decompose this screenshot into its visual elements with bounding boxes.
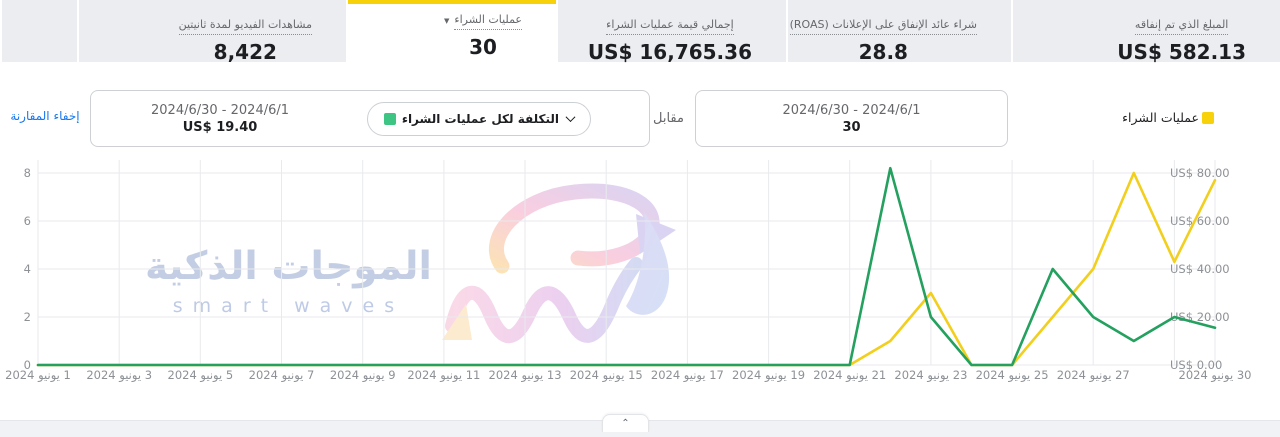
x-axis-tick-label: 27 يونيو 2024 [1056,368,1130,382]
svg-text:US$ 80.00: US$ 80.00 [1170,166,1230,180]
metric-value: 28.8 [858,40,908,64]
svg-text:US$ 60.00: US$ 60.00 [1170,214,1230,228]
metric-label: عمليات الشراء [454,13,522,30]
versus-label: مقابل [653,111,684,126]
metric-value: 30 [469,35,497,59]
x-axis-tick-label: 1 يونيو 2024 [5,368,71,382]
dropdown-label: التكلفة لكل عمليات الشراء [401,111,559,126]
x-axis-tick-label: 11 يونيو 2024 [407,368,481,382]
x-axis-tick-label: 15 يونيو 2024 [569,368,643,382]
metric-card-video-views-2s[interactable]: مشاهدات الفيديو لمدة ثانيتين 8,422 [79,0,346,64]
x-axis-tick-label: 17 يونيو 2024 [650,368,724,382]
metric-card-partial [2,0,77,62]
metric-card-roas[interactable]: شراء عائد الإنفاق على الإعلانات (ROAS) 2… [788,0,1011,64]
collapse-icon: ⌃ [621,417,630,429]
metric-label: إجمالي قيمة عمليات الشراء [606,18,734,35]
caret-down-icon[interactable]: ▼ [444,16,450,25]
svg-text:0: 0 [24,358,31,372]
metric-card-purchases[interactable]: عمليات الشراء ▼ 30 [348,0,556,62]
purchases-swatch [1202,111,1214,124]
comparison-range-primary: 2024/6/1 - 2024/6/30 US$ 19.40 التكلفة ل… [90,90,650,147]
svg-text:2: 2 [24,310,31,324]
metric-value: 8,422 [213,40,277,64]
metric-tabs: المبلغ الذي تم إنفاقه US$ 582.13 شراء عا… [0,0,1280,64]
x-axis-tick-label: 3 يونيو 2024 [86,368,153,382]
svg-text:6: 6 [24,214,31,228]
x-axis-tick-label: 21 يونيو 2024 [813,368,887,382]
legend-label: عمليات الشراء [1122,110,1199,125]
x-axis-tick-label: 30 يونيو 2024 [1178,368,1252,382]
x-axis-tick-label: 7 يونيو 2024 [248,368,315,382]
purchases-legend: عمليات الشراء [1122,110,1214,125]
x-axis-labels: 1 يونيو 2024 3 يونيو 2024 5 يونيو 2024 7 يو… [0,368,1280,386]
x-axis-tick-label: 9 يونيو 2024 [329,368,396,382]
date-range-value: US$ 19.40 [182,119,258,135]
comparison-chart[interactable]: 0 US$ 0.00 2 US$ 20.00 4 US$ 40.00 6 US$ 60.00 8… [0,150,1280,400]
chart-svg: 0 US$ 0.002 US$ 20.004 US$ 40.006 US$ 60.008… [24,160,1230,372]
svg-text:4: 4 [24,262,31,276]
x-axis-tick-label: 13 يونيو 2024 [488,368,562,382]
x-axis-tick-label: 25 يونيو 2024 [975,368,1049,382]
x-axis-tick-label: 23 يونيو 2024 [894,368,968,382]
svg-text:8: 8 [24,166,31,180]
metric-card-amount-spent[interactable]: المبلغ الذي تم إنفاقه US$ 582.13 [1013,0,1280,64]
metric-value: US$ 582.13 [1117,40,1246,64]
comparison-range-secondary: 2024/6/1 - 2024/6/30 30 [695,90,1008,147]
svg-text:US$ 40.00: US$ 40.00 [1170,262,1230,276]
metric-label: شراء عائد الإنفاق على الإعلانات (ROAS) [789,18,977,35]
date-range-value: 30 [842,119,861,135]
collapse-chart-handle[interactable]: ⌃ [602,414,649,432]
metric-label: المبلغ الذي تم إنفاقه [1134,18,1229,35]
cost-per-purchase-swatch [383,112,396,125]
metric-label: مشاهدات الفيديو لمدة ثانيتين [178,18,312,35]
metric-value: US$ 16,765.36 [587,40,752,64]
x-axis-tick-label: 19 يونيو 2024 [732,368,806,382]
chevron-down-icon [565,112,576,123]
metric-card-purchases-value[interactable]: إجمالي قيمة عمليات الشراء US$ 16,765.36 [558,0,786,64]
comparison-bar: إخفاء المقارنة 2024/6/1 - 2024/6/30 US$ … [0,88,1280,150]
metric-selector-dropdown[interactable]: التكلفة لكل عمليات الشراء [366,101,591,136]
date-range: 2024/6/1 - 2024/6/30 [151,102,290,118]
hide-comparison-link[interactable]: إخفاء المقارنة [10,109,80,123]
date-range: 2024/6/1 - 2024/6/30 [782,102,921,118]
x-axis-tick-label: 5 يونيو 2024 [167,368,234,382]
svg-text:US$ 0.00: US$ 0.00 [1170,358,1222,372]
